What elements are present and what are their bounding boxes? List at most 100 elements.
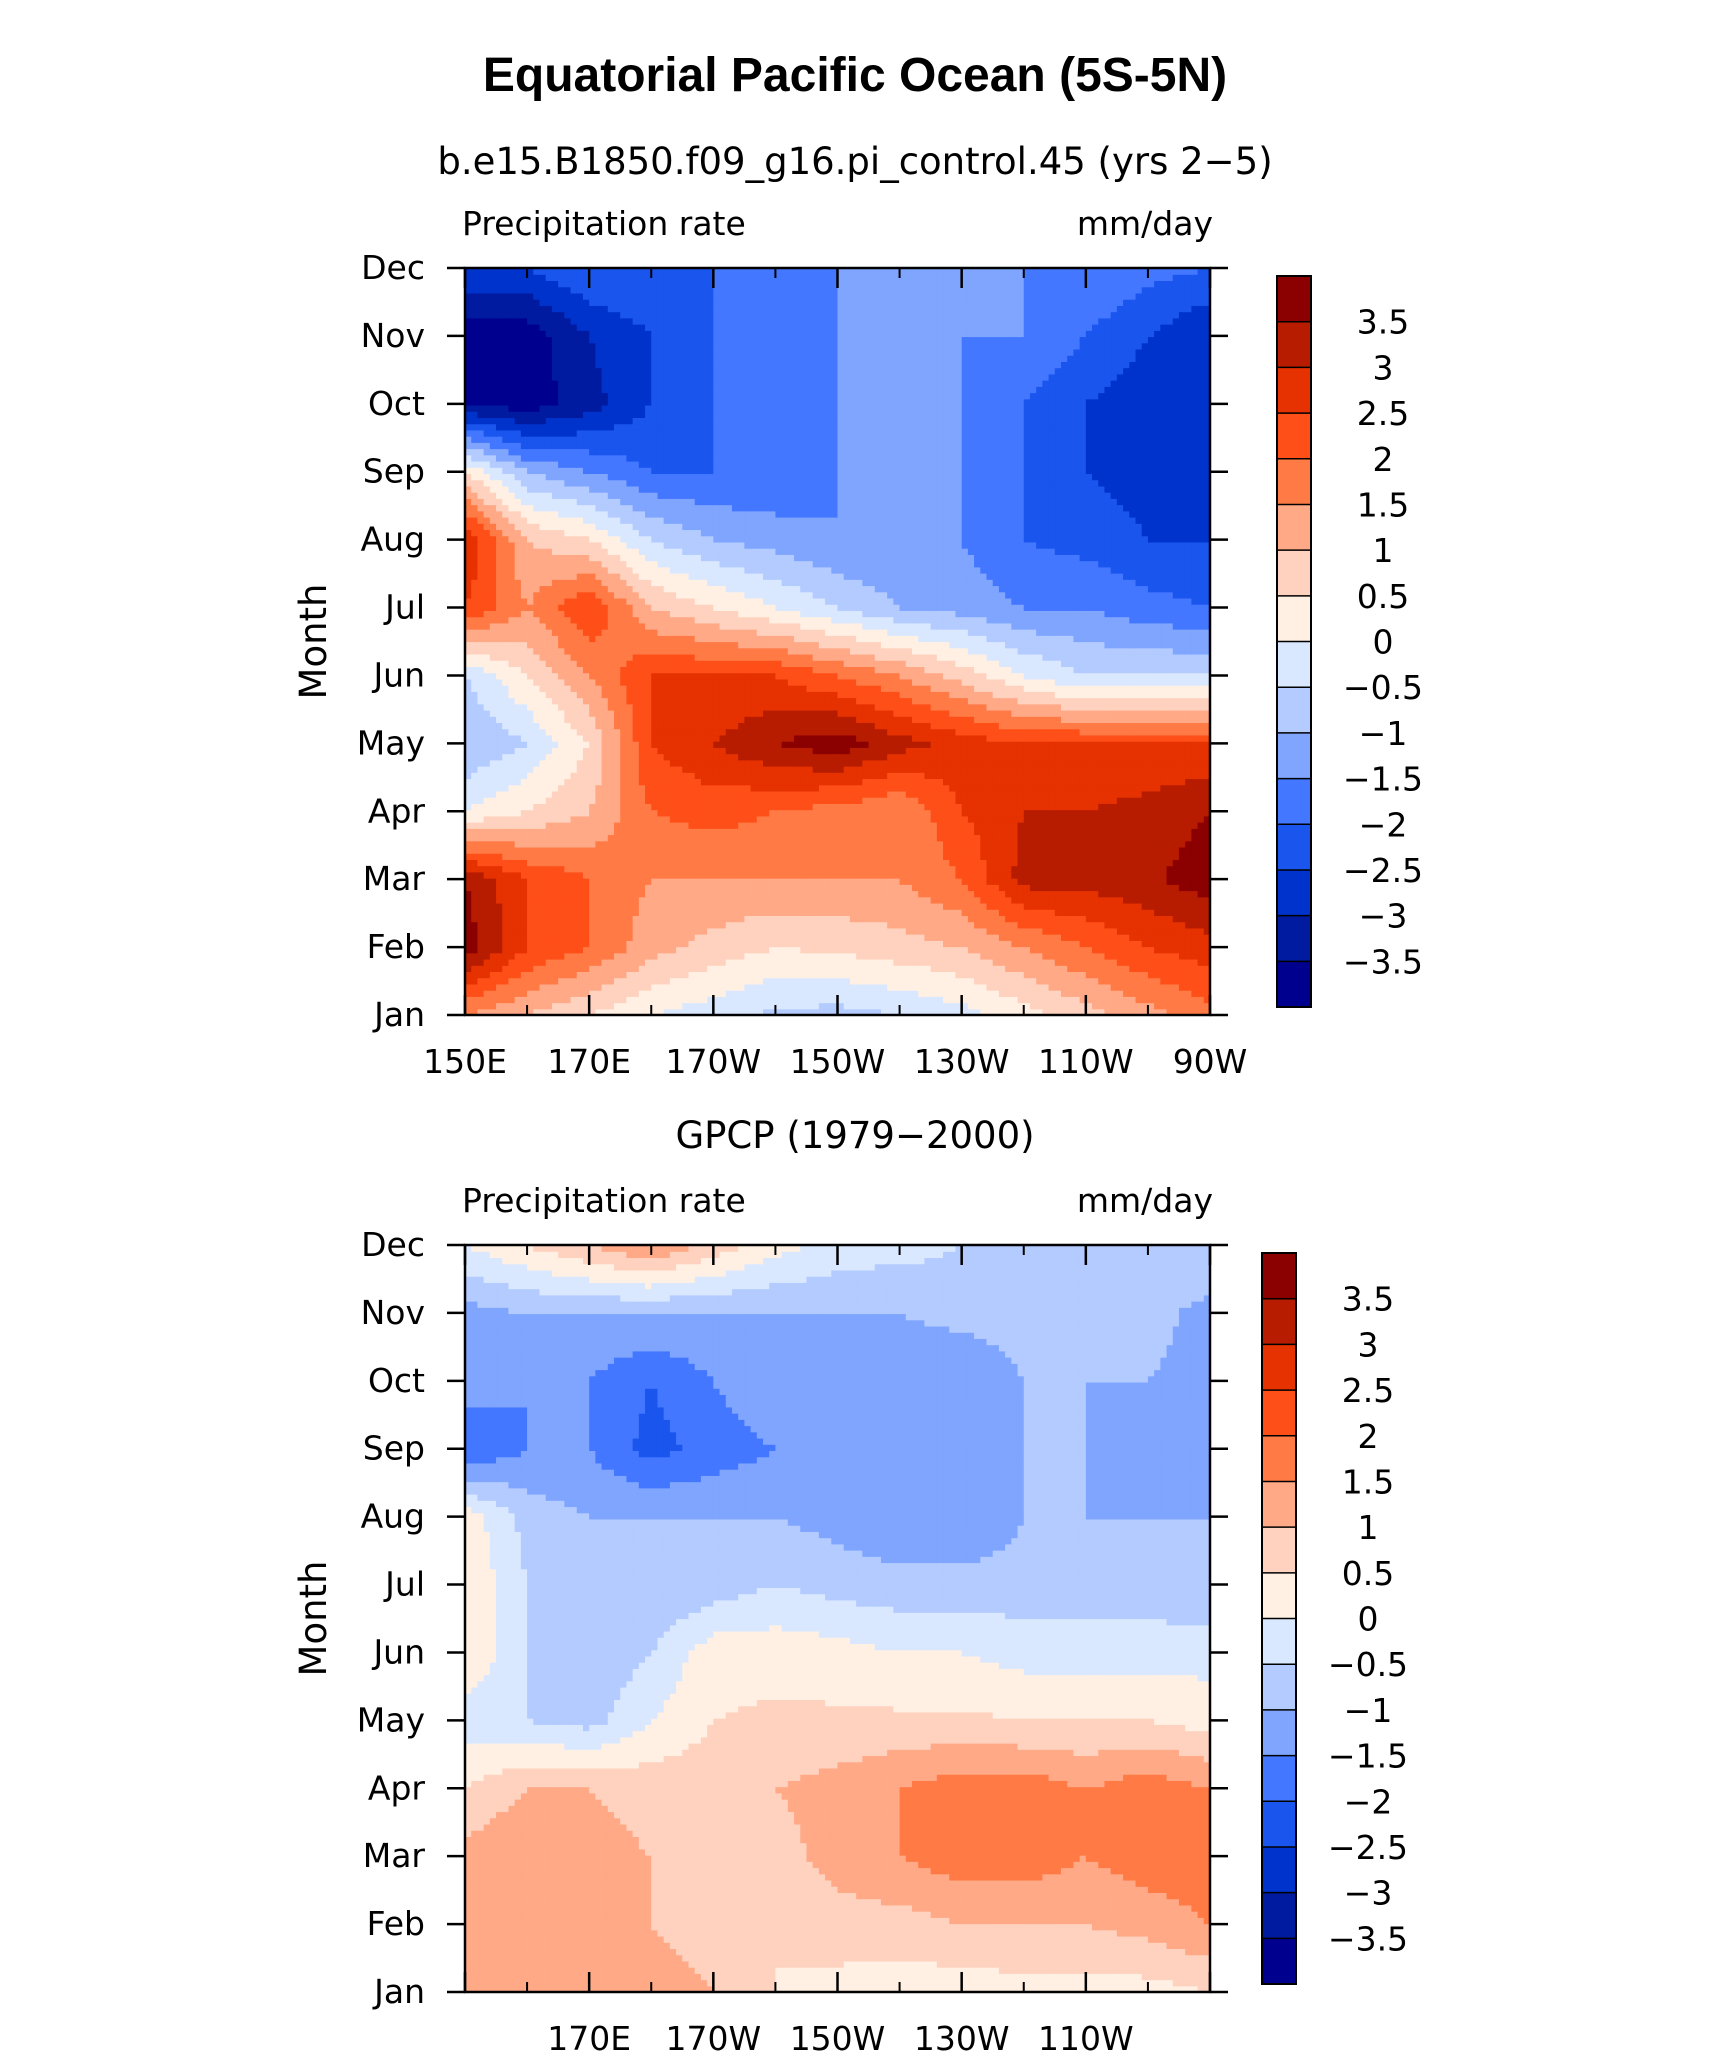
heatmap-cell: [707, 871, 714, 879]
heatmap-cell: [818, 790, 826, 798]
heatmap-cell: [1085, 815, 1093, 823]
heatmap-cell: [930, 790, 938, 798]
heatmap-cell: [800, 759, 808, 767]
heatmap-cell: [1036, 778, 1043, 786]
heatmap-cell: [949, 977, 957, 985]
heatmap-cell: [750, 803, 758, 811]
heatmap-cell: [651, 840, 659, 848]
heatmap-cell: [1029, 909, 1037, 916]
heatmap-cell: [1067, 896, 1075, 904]
heatmap-cell: [719, 965, 727, 973]
heatmap-cell: [632, 965, 640, 973]
heatmap-cell: [576, 846, 584, 854]
heatmap-cell: [856, 990, 863, 997]
heatmap-cell: [688, 977, 696, 985]
heatmap-cell: [918, 946, 926, 954]
heatmap-cell: [812, 946, 820, 954]
heatmap-cell: [738, 871, 745, 879]
heatmap-cell: [707, 772, 714, 780]
heatmap-cell: [731, 884, 739, 892]
heatmap-cell: [899, 803, 907, 811]
heatmap-cell: [1123, 896, 1130, 904]
heatmap-cell: [595, 803, 603, 811]
heatmap-cell: [961, 822, 969, 829]
heatmap-cell: [719, 884, 727, 892]
heatmap-cell: [676, 909, 683, 916]
heatmap-cell: [545, 884, 553, 892]
heatmap-cell: [955, 927, 963, 935]
heatmap-cell: [1092, 921, 1099, 929]
heatmap-cell: [769, 996, 777, 1004]
heatmap-cell: [763, 983, 770, 991]
heatmap-cell: [1029, 790, 1037, 798]
heatmap-cell: [738, 809, 745, 817]
heatmap-cell: [626, 952, 634, 960]
heatmap-cell: [508, 784, 516, 792]
heatmap-cell: [1011, 828, 1019, 836]
heatmap-cell: [812, 884, 820, 892]
heatmap-cell: [949, 772, 957, 780]
heatmap-cell: [514, 958, 522, 966]
heatmap-cell: [955, 834, 963, 842]
heatmap-cell: [1079, 983, 1087, 991]
heatmap-cell: [1110, 766, 1118, 773]
heatmap-cell: [533, 1002, 541, 1010]
heatmap-cell: [825, 790, 832, 798]
heatmap-cell: [924, 927, 932, 935]
heatmap-cell: [471, 983, 479, 991]
heatmap-cell: [974, 940, 981, 948]
heatmap-cell: [638, 890, 646, 898]
heatmap-cell: [489, 990, 497, 997]
heatmap-cell: [471, 952, 479, 960]
heatmap-cell: [545, 759, 553, 767]
heatmap-cell: [874, 828, 882, 836]
heatmap-cell: [1005, 927, 1012, 935]
heatmap-cell: [700, 815, 708, 823]
heatmap-cell: [781, 940, 789, 948]
heatmap-cell: [1036, 822, 1043, 829]
heatmap-cell: [806, 822, 814, 829]
heatmap-cell: [825, 865, 832, 873]
heatmap-cell: [955, 759, 963, 767]
heatmap-cell: [1023, 915, 1031, 923]
heatmap-cell: [1116, 971, 1124, 979]
heatmap-cell: [582, 865, 590, 873]
heatmap-cell: [645, 884, 652, 892]
heatmap-cell: [1178, 1002, 1186, 1010]
heatmap-cell: [787, 921, 795, 929]
heatmap-cell: [1185, 884, 1192, 892]
heatmap-cell: [1079, 971, 1087, 979]
heatmap-cell: [843, 990, 851, 997]
heatmap-cell: [1042, 865, 1050, 873]
heatmap-cell: [1079, 896, 1087, 904]
heatmap-cell: [1054, 766, 1062, 773]
heatmap-cell: [1197, 915, 1205, 923]
heatmap-cell: [651, 940, 659, 948]
heatmap-cell: [800, 921, 808, 929]
heatmap-cell: [1166, 990, 1174, 997]
heatmap-cell: [657, 753, 665, 761]
heatmap-cell: [595, 784, 603, 792]
heatmap-cell: [1154, 878, 1161, 885]
heatmap-cell: [527, 946, 534, 954]
heatmap-cell: [818, 958, 826, 966]
heatmap-cell: [1017, 834, 1025, 842]
heatmap-cell: [1092, 983, 1099, 991]
heatmap-cell: [508, 896, 516, 904]
heatmap-cell: [818, 996, 826, 1004]
heatmap-cell: [905, 853, 913, 860]
heatmap-cell: [794, 809, 801, 817]
heatmap-cell: [986, 871, 994, 879]
heatmap-cell: [1110, 915, 1118, 923]
heatmap-cell: [918, 921, 926, 929]
heatmap-cell: [545, 896, 553, 904]
heatmap-cell: [955, 909, 963, 916]
heatmap-cell: [949, 971, 957, 979]
heatmap-cell: [539, 884, 547, 892]
heatmap-cell: [545, 990, 553, 997]
heatmap-cell: [1191, 797, 1199, 804]
heatmap-cell: [1191, 878, 1199, 885]
heatmap-cell: [564, 990, 572, 997]
heatmap-cell: [700, 1008, 708, 1016]
heatmap-cell: [564, 809, 572, 817]
